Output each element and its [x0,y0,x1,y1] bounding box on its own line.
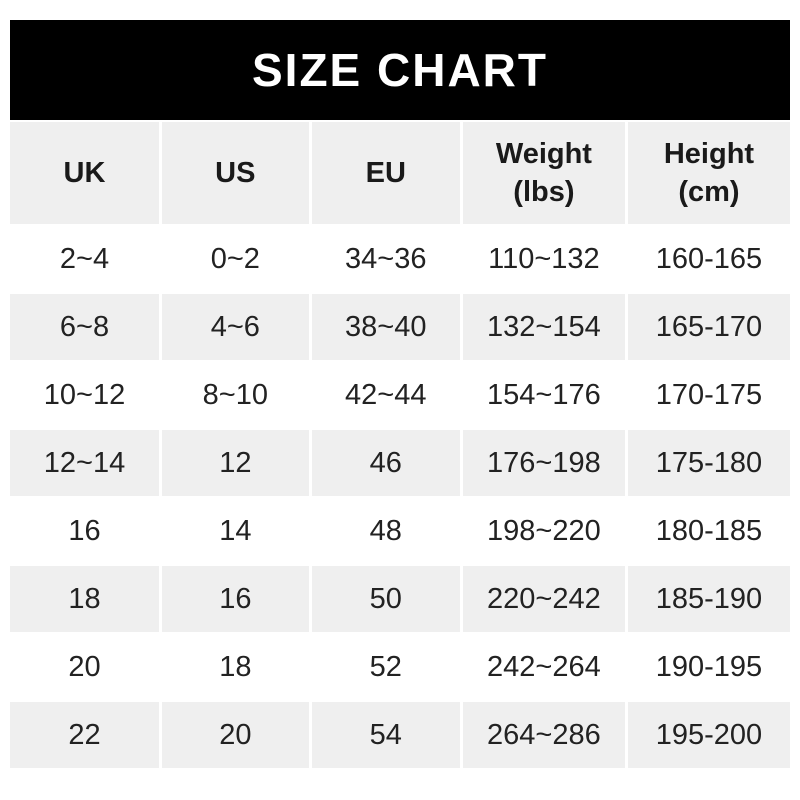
table-row: 6~8 4~6 38~40 132~154 165-170 [10,294,790,360]
cell: 198~220 [462,498,625,564]
cell: 20 [10,634,159,700]
cell: 54 [311,702,460,768]
cell: 4~6 [161,294,309,360]
table-row: 22 20 54 264~286 195-200 [10,702,790,768]
cell: 12~14 [10,430,159,496]
cell: 46 [311,430,460,496]
cell: 34~36 [311,226,460,292]
cell: 22 [10,702,159,768]
page-title: SIZE CHART [252,44,548,96]
cell: 195-200 [627,702,790,768]
title-bar: SIZE CHART [10,20,790,120]
header-row: UK US EU Weight (lbs) Height (cm) [10,122,790,224]
header-cell: EU [311,122,460,224]
cell: 132~154 [462,294,625,360]
size-chart-page: SIZE CHART UK US EU Weight (lbs) Height (cm) 2… [7,20,793,770]
cell: 165-170 [627,294,790,360]
size-table: UK US EU Weight (lbs) Height (cm) 2~4 0~2 34~36 1… [7,120,793,770]
cell: 38~40 [311,294,460,360]
cell: 2~4 [10,226,159,292]
table-row: 20 18 52 242~264 190-195 [10,634,790,700]
cell: 16 [10,498,159,564]
cell: 50 [311,566,460,632]
header-cell: UK [10,122,159,224]
table-row: 10~12 8~10 42~44 154~176 170-175 [10,362,790,428]
cell: 10~12 [10,362,159,428]
table-body: 2~4 0~2 34~36 110~132 160-165 6~8 4~6 38~40 132~… [10,226,790,768]
cell: 185-190 [627,566,790,632]
cell: 180-185 [627,498,790,564]
cell: 48 [311,498,460,564]
cell: 20 [161,702,309,768]
cell: 0~2 [161,226,309,292]
header-cell: US [161,122,309,224]
header-cell: Weight (lbs) [462,122,625,224]
cell: 6~8 [10,294,159,360]
table-row: 2~4 0~2 34~36 110~132 160-165 [10,226,790,292]
cell: 175-180 [627,430,790,496]
cell: 176~198 [462,430,625,496]
cell: 16 [161,566,309,632]
cell: 42~44 [311,362,460,428]
cell: 18 [10,566,159,632]
cell: 8~10 [161,362,309,428]
table-row: 16 14 48 198~220 180-185 [10,498,790,564]
cell: 170-175 [627,362,790,428]
table-row: 18 16 50 220~242 185-190 [10,566,790,632]
cell: 242~264 [462,634,625,700]
cell: 154~176 [462,362,625,428]
cell: 110~132 [462,226,625,292]
cell: 264~286 [462,702,625,768]
cell: 160-165 [627,226,790,292]
cell: 220~242 [462,566,625,632]
cell: 14 [161,498,309,564]
table-row: 12~14 12 46 176~198 175-180 [10,430,790,496]
cell: 190-195 [627,634,790,700]
cell: 18 [161,634,309,700]
header-cell: Height (cm) [627,122,790,224]
cell: 52 [311,634,460,700]
cell: 12 [161,430,309,496]
